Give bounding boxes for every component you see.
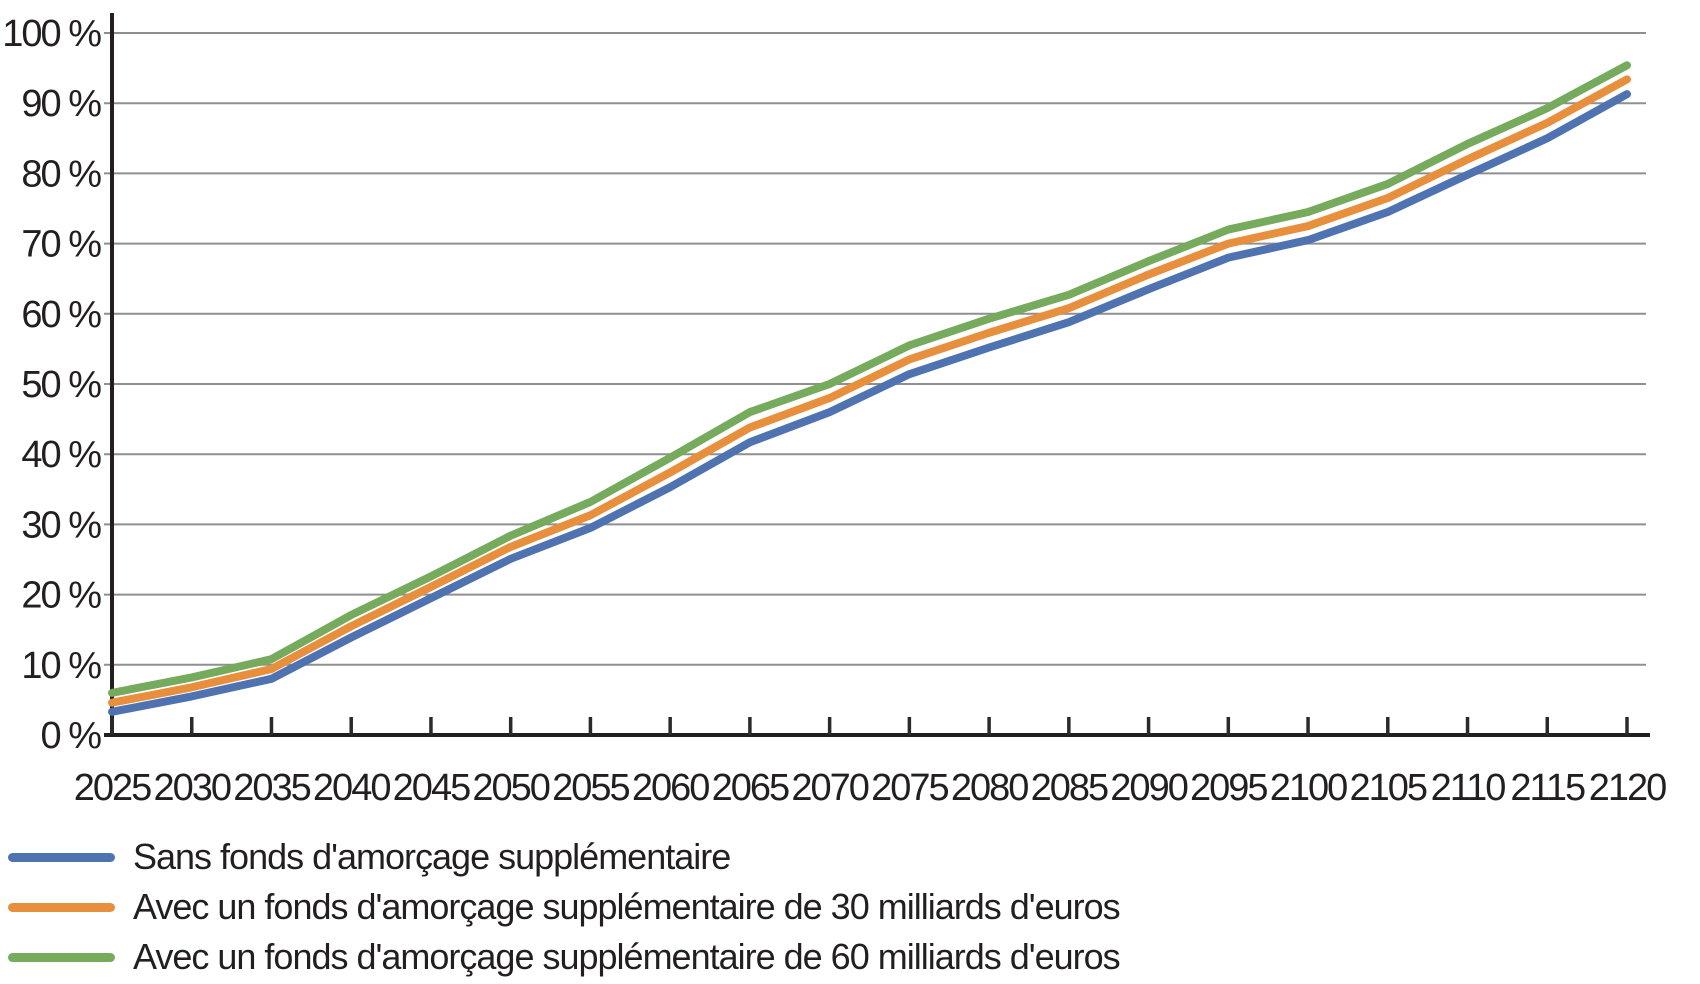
x-tick-label: 2095 <box>1190 767 1267 809</box>
series-lines <box>108 61 1631 716</box>
legend-label: Sans fonds d'amorçage supplémentaire <box>133 836 731 877</box>
legend-swatch-green <box>8 952 115 962</box>
y-tick-label: 40 % <box>21 434 101 476</box>
y-tick-label: 60 % <box>21 294 101 336</box>
legend-label: Avec un fonds d'amorçage supplémentaire … <box>133 886 1121 927</box>
series-line-2 <box>108 61 1631 697</box>
legend-label: Avec un fonds d'amorçage supplémentaire … <box>133 936 1121 977</box>
y-tick-label: 30 % <box>21 504 101 546</box>
y-tick-label: 10 % <box>21 645 101 687</box>
x-tick-label: 2055 <box>552 767 629 809</box>
x-tick-label: 2025 <box>74 767 151 809</box>
x-tick-label: 2105 <box>1350 767 1427 809</box>
x-tick-label: 2040 <box>313 767 390 809</box>
legend-item-sans-fonds: Sans fonds d'amorçage supplémentaire <box>8 832 1120 882</box>
x-ticks <box>110 717 1629 735</box>
x-tick-label: 2100 <box>1270 767 1347 809</box>
x-tick-label: 2060 <box>632 767 709 809</box>
x-tick-label: 2080 <box>951 767 1028 809</box>
x-tick-label: 2045 <box>393 767 470 809</box>
x-tick-label: 2110 <box>1431 767 1506 809</box>
legend-swatch-blue <box>8 852 115 862</box>
x-tick-label: 2085 <box>1031 767 1108 809</box>
legend-swatch-orange <box>8 902 115 912</box>
y-tick-label: 20 % <box>21 575 101 617</box>
y-gridlines <box>104 32 1646 666</box>
x-tick-label: 2030 <box>153 767 230 809</box>
chart-legend: Sans fonds d'amorçage supplémentaire Ave… <box>8 832 1121 982</box>
x-tick-labels: 2025 2030 2035 2040 2045 2050 2055 2060 2065 2070… <box>74 767 1668 809</box>
y-tick-label: 100 % <box>2 13 101 55</box>
x-tick-label: 2075 <box>871 767 948 809</box>
x-tick-label: 2115 <box>1510 767 1585 809</box>
x-tick-label: 2090 <box>1110 767 1187 809</box>
x-tick-label: 2070 <box>791 767 868 809</box>
x-tick-label: 2065 <box>712 767 789 809</box>
y-tick-label: 70 % <box>21 224 101 266</box>
x-tick-label: 2050 <box>472 767 549 809</box>
y-tick-labels: 0 % 10 % 20 % 30 % 40 % 50 % 60 % 70 % 80 % 90 % 1… <box>2 13 103 757</box>
x-tick-label: 2035 <box>233 767 310 809</box>
legend-item-fonds-30-milliards: Avec un fonds d'amorçage supplémentaire … <box>8 882 1121 932</box>
x-tick-label: 2120 <box>1589 767 1666 809</box>
axes <box>104 13 1650 737</box>
series-line-0 <box>108 90 1631 716</box>
legend-item-fonds-60-milliards: Avec un fonds d'amorçage supplémentaire … <box>8 932 1121 982</box>
y-tick-label: 80 % <box>21 153 101 195</box>
y-tick-label: 50 % <box>21 364 101 406</box>
y-tick-label: 0 % <box>41 715 102 757</box>
line-chart: 0 % 10 % 20 % 30 % 40 % 50 % 60 % 70 % 80 % 90 % 1… <box>2 13 1668 809</box>
series-line-1 <box>108 75 1631 707</box>
y-tick-label: 90 % <box>21 83 101 125</box>
